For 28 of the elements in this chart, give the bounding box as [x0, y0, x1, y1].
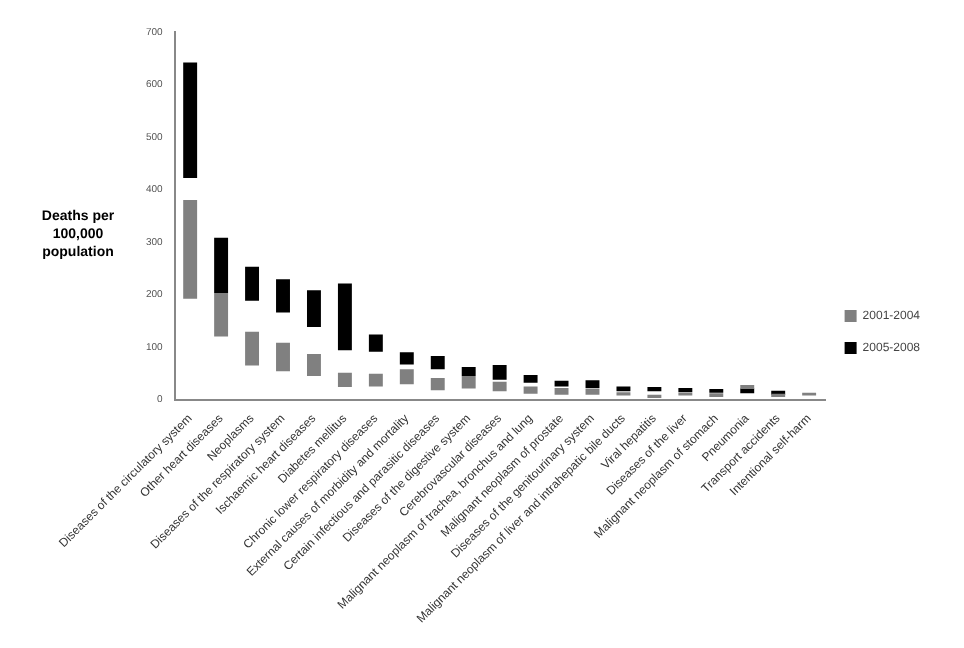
bar: [245, 266, 260, 301]
bar: [214, 237, 229, 293]
bar: [368, 373, 383, 387]
bar: [399, 352, 414, 365]
bar: [492, 364, 507, 380]
bar: [492, 381, 507, 392]
bar: [554, 388, 569, 395]
bar: [276, 342, 290, 372]
bar: [337, 372, 352, 387]
bar: [183, 62, 198, 178]
bar: [214, 292, 229, 337]
bar: [461, 375, 476, 389]
bar: [461, 367, 476, 376]
bar: [523, 386, 538, 394]
bar: [245, 331, 260, 366]
bar: [183, 200, 198, 299]
bar: [585, 380, 600, 389]
bar: [276, 279, 290, 313]
bar: [399, 369, 414, 385]
bar: [306, 290, 321, 328]
bar: [337, 283, 352, 351]
bar: [430, 356, 445, 370]
bar: [306, 353, 321, 376]
bar: [368, 334, 383, 352]
bar: [616, 386, 631, 392]
bar: [523, 374, 538, 383]
bar: [647, 386, 662, 392]
bar: [430, 378, 445, 391]
